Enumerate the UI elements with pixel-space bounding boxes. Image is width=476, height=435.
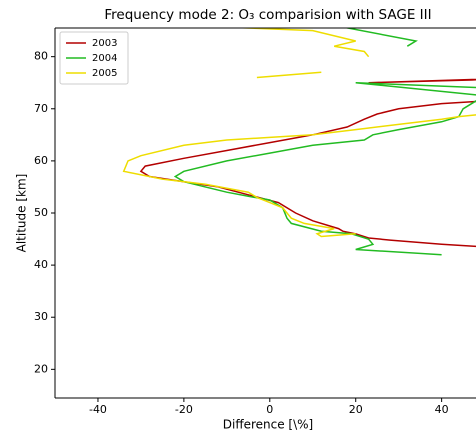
plot-area <box>122 28 476 256</box>
chart-title: Frequency mode 2: O₃ comparision with SA… <box>104 7 431 23</box>
x-tick-label: 40 <box>435 403 449 416</box>
y-tick-label: 50 <box>34 206 48 219</box>
legend-label: 2005 <box>92 68 117 79</box>
x-tick-label: 20 <box>349 403 363 416</box>
data-line <box>173 28 476 256</box>
legend-label: 2004 <box>92 53 117 64</box>
x-tick-label: -20 <box>175 403 193 416</box>
x-tick-label: -40 <box>89 403 107 416</box>
y-tick-label: 60 <box>34 154 48 167</box>
y-tick-label: 80 <box>34 50 48 63</box>
x-tick-label: 0 <box>266 403 273 416</box>
data-line <box>122 28 476 238</box>
x-axis-label: Difference [\%] <box>223 418 314 432</box>
y-axis-label: Altitude [km] <box>15 174 29 253</box>
y-tick-label: 40 <box>34 258 48 271</box>
legend-label: 2003 <box>92 38 117 49</box>
y-tick-label: 30 <box>34 310 48 323</box>
legend-box <box>59 31 129 85</box>
data-line <box>139 78 476 248</box>
y-tick-label: 20 <box>34 362 48 375</box>
y-tick-label: 70 <box>34 102 48 115</box>
